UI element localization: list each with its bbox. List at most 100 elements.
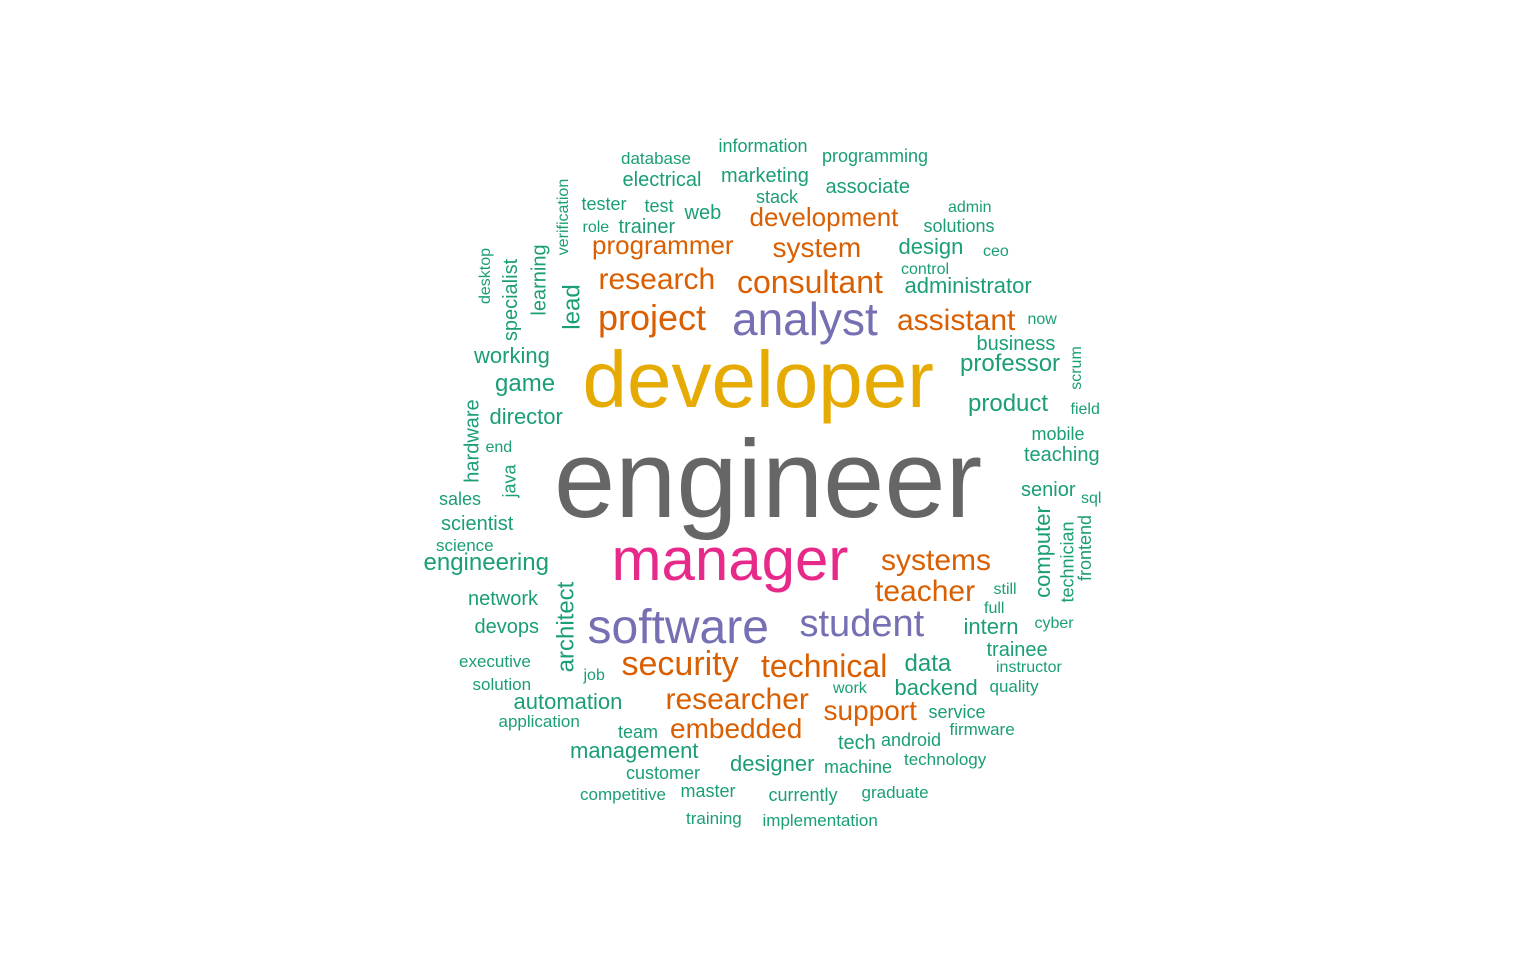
word-manager: manager [611,526,849,593]
word-sales: sales [439,489,482,509]
word-job: job [583,667,605,684]
word-engineering: engineering [423,549,549,576]
word-data: data [904,650,952,677]
word-machine: machine [824,757,893,777]
word-application: application [498,711,580,731]
word-currently: currently [768,785,838,805]
word-programmer: programmer [592,230,734,260]
word-java: java [499,464,520,498]
word-senior: senior [1021,479,1076,501]
word-support: support [823,695,917,726]
word-instructor: instructor [996,659,1062,676]
word-teaching: teaching [1024,444,1100,466]
word-full: full [984,600,1005,617]
word-analyst: analyst [732,293,878,345]
word-master: master [680,781,736,801]
word-developer: developer [582,335,934,424]
word-verification: verification [555,178,573,256]
word-embedded: embedded [670,713,803,744]
word-trainer: trainer [618,216,676,238]
word-firmware: firmware [949,719,1015,739]
word-end: end [485,439,513,456]
word-hardware: hardware [461,399,484,483]
word-automation: automation [513,689,623,714]
word-programming: programming [822,146,929,166]
word-test: test [644,196,674,216]
word-tech: tech [838,732,876,754]
word-implementation: implementation [762,810,878,830]
word-technology: technology [904,749,987,769]
word-ceo: ceo [983,243,1009,260]
word-system: system [772,232,862,263]
word-technician: technician [1057,521,1078,603]
word-science: science [436,535,494,555]
word-role: role [582,219,610,236]
word-trainee: trainee [986,639,1048,661]
word-electrical: electrical [622,169,702,191]
word-technical: technical [761,648,888,684]
word-development: development [749,202,899,232]
word-professor: professor [960,350,1061,377]
word-service: service [928,702,986,722]
word-specialist: specialist [500,258,523,342]
word-working: working [474,343,550,368]
word-computer: computer [1029,506,1055,598]
word-customer: customer [626,763,701,783]
word-lead: lead [558,284,586,330]
word-quality: quality [989,676,1039,696]
word-game: game [495,370,556,397]
word-sql: sql [1081,490,1102,507]
word-information: information [718,136,808,156]
word-design: design [898,234,964,259]
word-teacher: teacher [875,575,976,608]
word-researcher: researcher [665,683,809,716]
word-assistant: assistant [897,304,1016,337]
word-web: web [684,202,722,224]
word-desktop: desktop [477,247,495,305]
word-scrum: scrum [1067,346,1085,390]
word-designer: designer [730,751,815,776]
word-team: team [618,722,659,742]
word-research: research [598,263,716,296]
word-devops: devops [474,616,540,638]
word-software: software [587,601,769,654]
word-backend: backend [894,675,978,700]
word-graduate: graduate [861,782,929,802]
word-frontend: frontend [1075,514,1096,582]
word-consultant: consultant [737,264,883,300]
word-business: business [976,333,1056,355]
word-mobile: mobile [1031,424,1085,444]
word-now: now [1027,311,1057,328]
word-scientist: scientist [441,513,514,535]
word-intern: intern [963,614,1019,639]
word-management: management [570,738,699,763]
word-network: network [468,588,539,610]
word-administrator: administrator [904,273,1032,298]
word-tester: tester [581,194,627,214]
word-work: work [833,680,867,697]
word-executive: executive [459,651,531,671]
word-director: director [489,404,563,429]
word-android: android [881,730,942,750]
word-training: training [686,808,742,828]
word-still: still [993,581,1017,598]
word-engineer: engineer [554,418,983,541]
word-solutions: solutions [923,216,995,236]
word-database: database [621,148,691,168]
word-systems: systems [881,544,992,577]
word-stack: stack [756,187,799,207]
word-marketing: marketing [721,165,809,187]
word-field: field [1070,401,1100,418]
word-product: product [968,390,1049,417]
word-project: project [598,297,707,338]
word-competitive: competitive [580,784,666,804]
word-admin: admin [948,199,992,216]
word-associate: associate [825,176,911,198]
word-architect: architect [551,581,579,673]
word-learning: learning [528,244,551,316]
word-cyber: cyber [1034,615,1074,632]
word-solution: solution [472,674,532,694]
word-security: security [621,645,739,683]
word-control: control [901,261,950,278]
